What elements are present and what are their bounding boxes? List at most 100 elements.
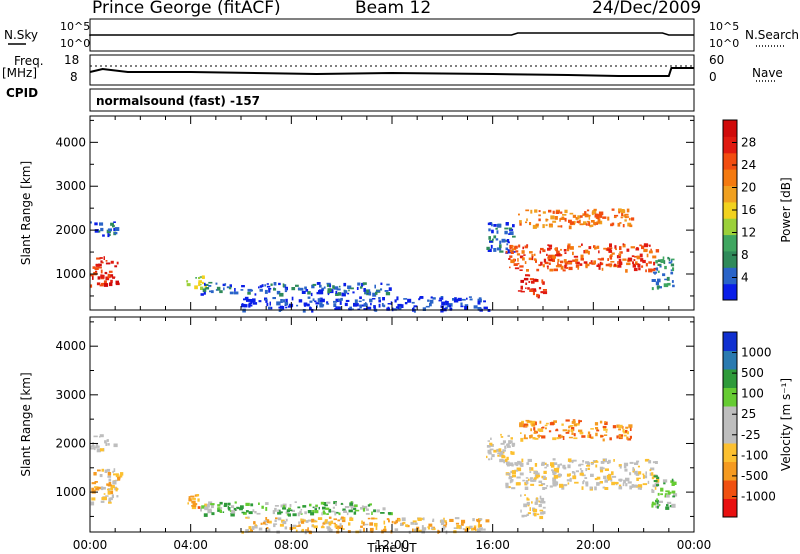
heatmap-cell — [562, 436, 565, 440]
heatmap-cell — [588, 246, 592, 250]
heatmap-cell — [330, 510, 335, 513]
heatmap-cell — [417, 517, 422, 521]
heatmap-cell — [413, 305, 418, 308]
heatmap-cell — [626, 248, 630, 252]
heatmap-cell — [414, 523, 418, 525]
heatmap-cell — [578, 429, 583, 433]
heatmap-cell — [560, 265, 564, 270]
heatmap-cell — [582, 460, 585, 463]
heatmap-cell — [557, 464, 560, 468]
heatmap-cell — [362, 299, 365, 301]
heatmap-cell — [289, 509, 293, 512]
heatmap-cell — [368, 291, 372, 296]
heatmap-cell — [307, 530, 311, 533]
nsearch-label: N.Search — [745, 28, 800, 42]
heatmap-cell — [628, 424, 633, 428]
heatmap-cell — [559, 463, 562, 466]
heatmap-cell — [502, 451, 505, 454]
heatmap-cell — [292, 524, 297, 527]
heatmap-cell — [541, 501, 546, 504]
heatmap-cell — [580, 215, 583, 218]
heatmap-cell — [321, 512, 323, 516]
heatmap-cell — [632, 261, 634, 265]
heatmap-cell — [200, 286, 204, 290]
heatmap-cell — [672, 284, 675, 288]
heatmap-cell — [223, 504, 227, 507]
heatmap-cell — [629, 224, 633, 228]
heatmap-cell — [421, 517, 424, 520]
heatmap-cell — [97, 266, 102, 269]
heatmap-cell — [307, 291, 311, 295]
heatmap-cell — [618, 486, 623, 490]
heatmap-cell — [514, 469, 519, 472]
heatmap-cell — [412, 520, 417, 523]
heatmap-cell — [419, 296, 424, 299]
heatmap-cell — [525, 287, 527, 289]
heatmap-cell — [575, 423, 580, 426]
heatmap-cell — [583, 221, 587, 225]
heatmap-cell — [386, 283, 390, 286]
heatmap-cell — [520, 509, 522, 513]
heatmap-cell — [583, 261, 588, 264]
heatmap-cell — [305, 289, 309, 292]
heatmap-cell — [666, 501, 672, 504]
heatmap-cell — [317, 517, 323, 520]
heatmap-cell — [337, 306, 341, 311]
heatmap-cell — [534, 512, 537, 517]
heatmap-cell — [309, 307, 312, 310]
heatmap-cell — [584, 477, 588, 479]
heatmap-cell — [198, 282, 201, 287]
heatmap-cell — [250, 503, 254, 507]
heatmap-cell — [208, 285, 212, 287]
heatmap-cell — [472, 518, 475, 522]
heatmap-cell — [439, 297, 444, 300]
heatmap-cell — [607, 461, 610, 464]
heatmap-cell — [367, 504, 371, 507]
heatmap-cell — [665, 490, 670, 493]
heatmap-cell — [488, 452, 492, 455]
velocity-colorbar-segment — [723, 424, 737, 444]
heatmap-cell — [656, 498, 658, 502]
heatmap-cell — [339, 301, 342, 305]
heatmap-cell — [254, 511, 257, 514]
heatmap-cell — [610, 478, 613, 482]
heatmap-cell — [528, 274, 531, 277]
heatmap-cell — [624, 213, 629, 216]
heatmap-cell — [548, 244, 553, 248]
heatmap-cell — [341, 292, 346, 297]
heatmap-cell — [604, 487, 609, 490]
heatmap-cell — [90, 447, 95, 450]
heatmap-cell — [186, 283, 191, 287]
heatmap-cell — [490, 457, 493, 460]
heatmap-cell — [648, 460, 652, 464]
heatmap-cell — [333, 518, 337, 521]
heatmap-cell — [608, 247, 613, 250]
heatmap-cell — [314, 506, 318, 509]
heatmap-cell — [453, 298, 459, 303]
heatmap-cell — [597, 258, 600, 260]
heatmap-cell — [594, 486, 597, 491]
heatmap-cell — [306, 303, 310, 307]
heatmap-cell — [491, 454, 495, 458]
heatmap-cell — [656, 505, 659, 509]
heatmap-cell — [541, 497, 545, 502]
heatmap-cell — [279, 523, 284, 527]
heatmap-cell — [530, 421, 532, 426]
power-colorbar-segment — [723, 218, 737, 236]
heatmap-cell — [273, 288, 277, 291]
heatmap-cell — [539, 495, 542, 500]
heatmap-cell — [655, 281, 659, 286]
heatmap-cell — [100, 227, 104, 232]
heatmap-cell — [205, 287, 210, 290]
heatmap-cell — [284, 290, 288, 293]
heatmap-cell — [292, 513, 297, 517]
heatmap-cell — [401, 517, 406, 522]
heatmap-cell — [107, 484, 112, 487]
heatmap-cell — [422, 517, 425, 521]
heatmap-cell — [517, 258, 519, 262]
heatmap-cell — [509, 247, 512, 250]
heatmap-cell — [343, 510, 347, 513]
heatmap-cell — [561, 486, 565, 490]
heatmap-cell — [485, 519, 490, 523]
heatmap-cell — [385, 292, 391, 296]
